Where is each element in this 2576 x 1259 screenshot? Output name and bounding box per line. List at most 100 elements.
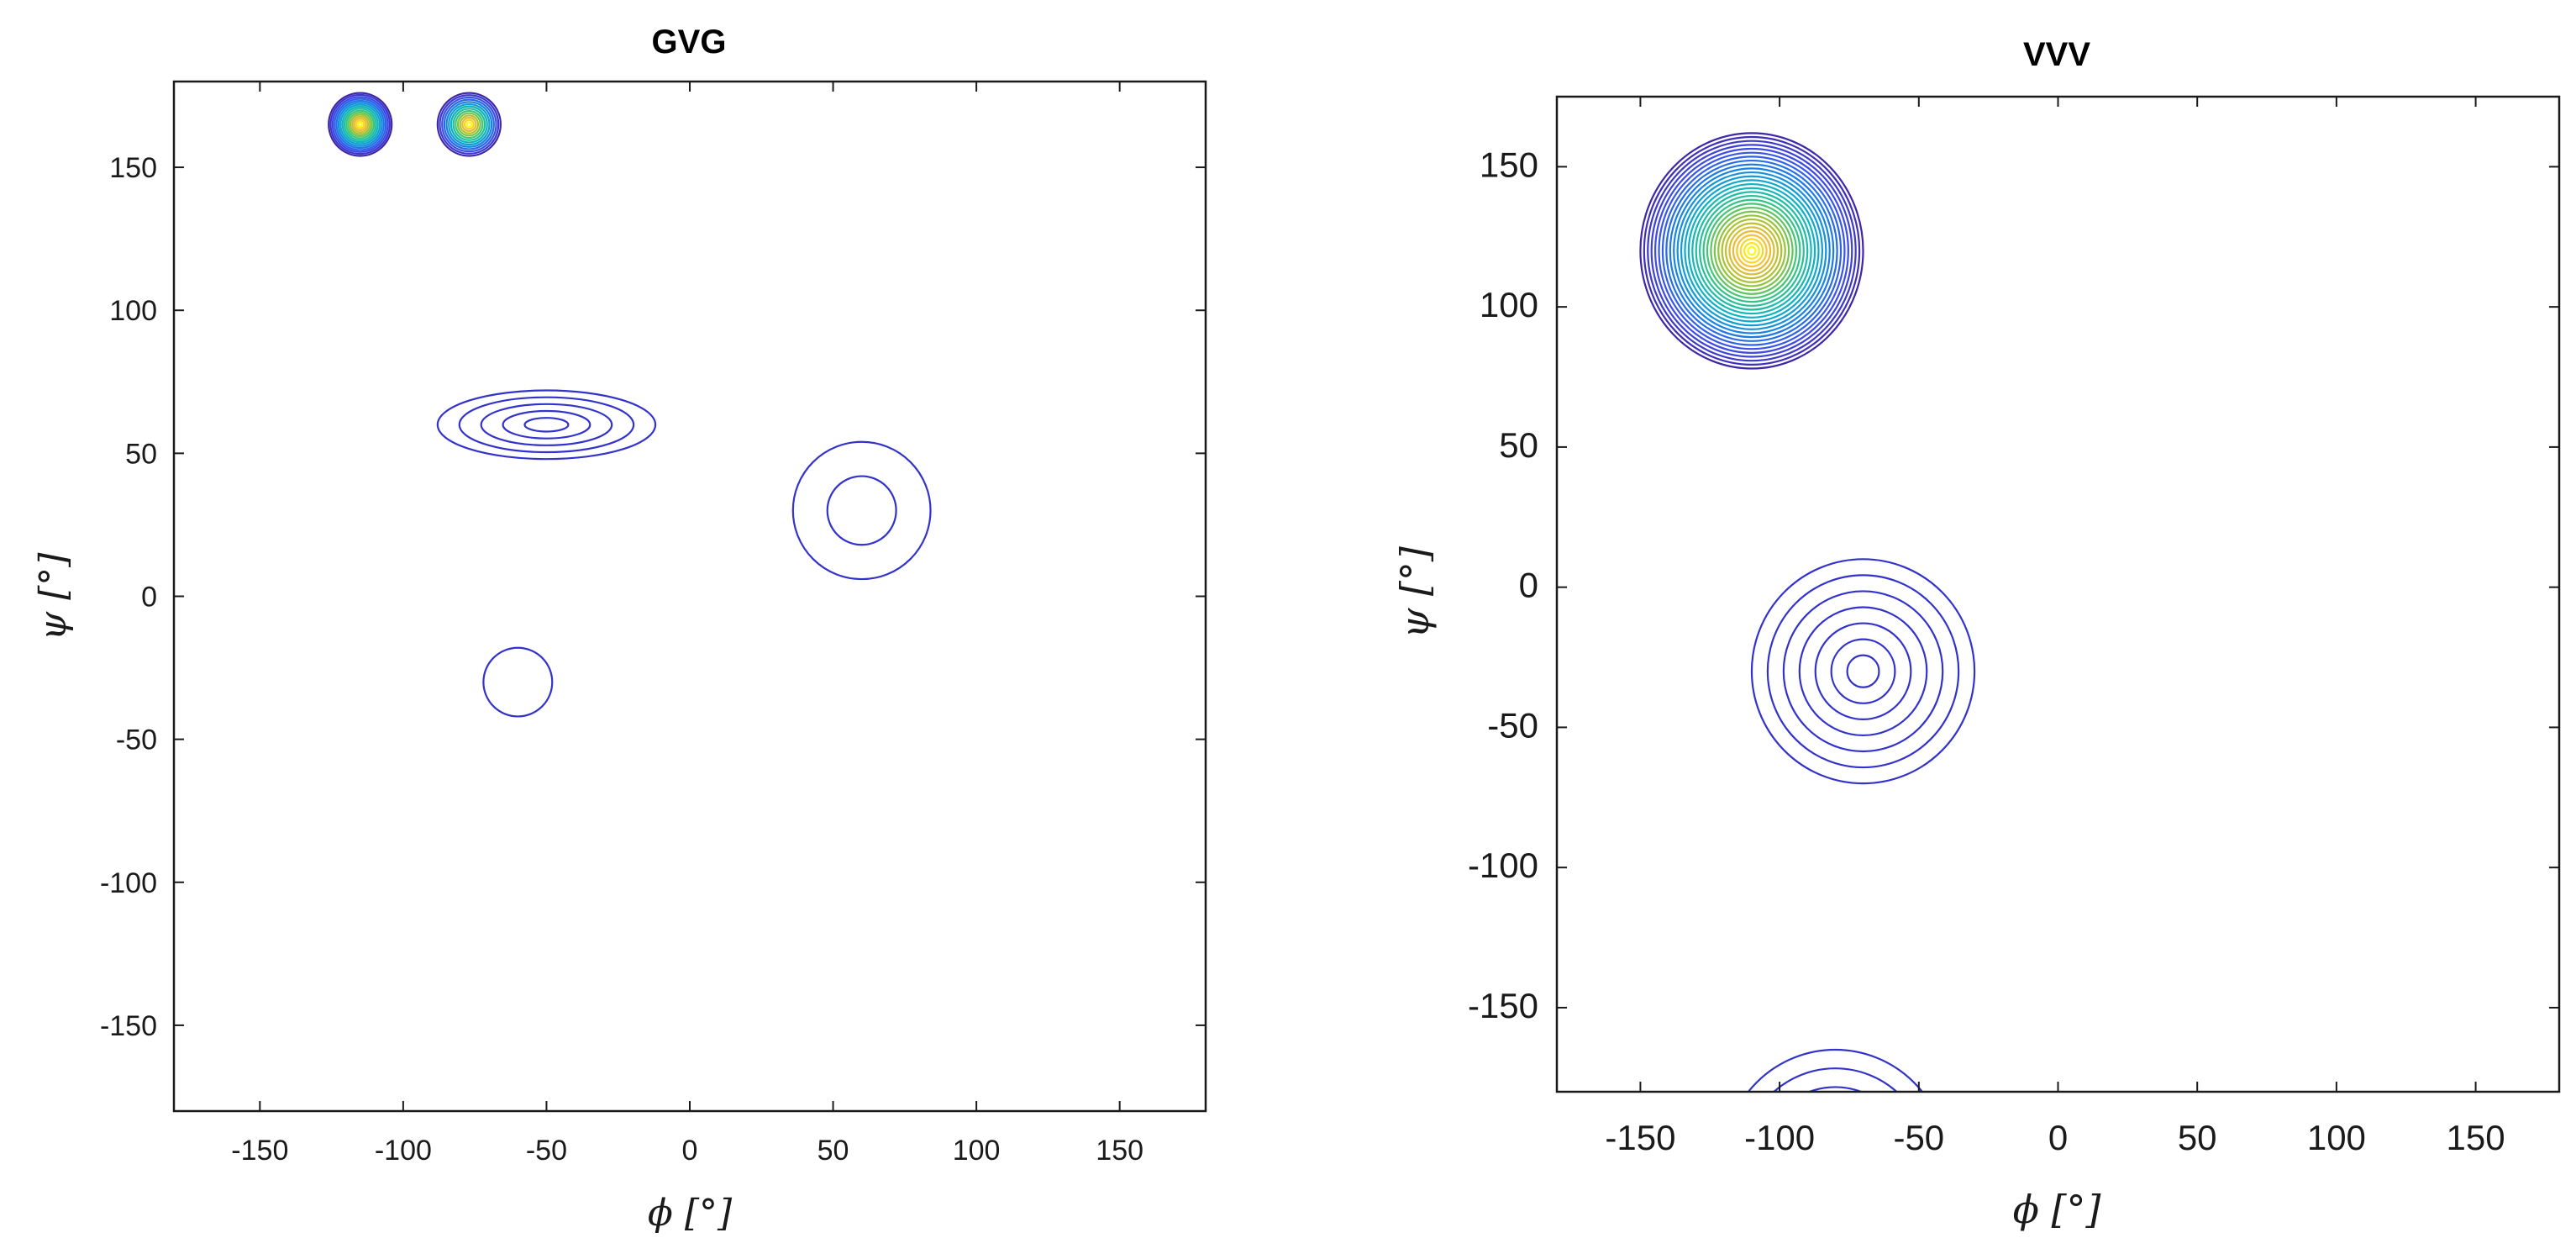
contour-line	[355, 119, 365, 129]
contour-line	[1691, 187, 1812, 315]
contour-line	[334, 97, 387, 151]
contour-line	[456, 112, 481, 137]
contour-line	[1766, 574, 1960, 769]
x-tick-label: 100	[2307, 1118, 2366, 1157]
contour-line	[339, 103, 381, 145]
x-axis-label: ϕ [°]	[2013, 1187, 2101, 1232]
x-tick-label: 150	[1096, 1135, 1143, 1167]
contour-line	[356, 1150, 364, 1157]
contour-line	[482, 646, 554, 718]
contour-peak	[328, 92, 393, 157]
y-tick-label: -100	[1468, 845, 1538, 885]
chart-title: GVG	[652, 24, 727, 61]
contour-line	[1665, 159, 1838, 342]
contour-line	[329, 93, 391, 155]
contour-line	[1695, 191, 1809, 311]
contour-line	[458, 396, 635, 454]
contour-line	[1806, 1086, 1864, 1092]
y-tick-label: -50	[116, 724, 157, 756]
contour-line	[341, 105, 379, 144]
contour-line	[523, 417, 570, 433]
y-axis-label: ψ [°]	[1392, 546, 1438, 639]
contour-line	[1676, 171, 1827, 330]
contour-line	[1706, 203, 1798, 299]
contour-line	[1814, 622, 1912, 720]
y-axis-label: ψ [°]	[32, 552, 75, 641]
contour-line	[462, 1147, 476, 1161]
y-tick-label: 150	[109, 152, 157, 184]
contour-line	[467, 1151, 471, 1156]
contour-line	[1743, 241, 1760, 260]
y-tick-label: 50	[125, 438, 157, 470]
x-tick-labels: -150 -100 -50 0 50 100 150	[1605, 1118, 2505, 1157]
contour-line	[343, 1136, 378, 1172]
contour-line	[1643, 135, 1861, 366]
chart-title: VVV	[2023, 36, 2090, 73]
x-ticks	[1639, 97, 2477, 1092]
contour-line	[1687, 182, 1816, 319]
x-tick-label: 150	[2447, 1118, 2505, 1157]
contour-line	[1673, 167, 1831, 335]
x-tick-label: -100	[375, 1135, 432, 1167]
contour-line	[344, 1138, 376, 1169]
x-tick-label: 50	[2178, 1118, 2217, 1157]
x-tick-label: 0	[682, 1135, 698, 1167]
contour-line	[1650, 144, 1853, 358]
contour-line	[480, 403, 613, 446]
vvv-chart: VVV -150 -100 -50 0 50 100 150 -150 -100…	[1392, 36, 2561, 1232]
contour-line	[454, 1138, 486, 1169]
contour-line	[1669, 163, 1835, 339]
contour-line	[349, 113, 371, 135]
contour-line	[351, 115, 370, 134]
contour-line	[1750, 558, 1976, 785]
contour-peak	[436, 92, 502, 157]
contour-line	[331, 96, 389, 153]
x-tick-label: 50	[817, 1135, 849, 1167]
x-tick-label: -50	[1893, 1118, 1944, 1157]
contour-line	[1702, 198, 1801, 303]
contour-line	[1717, 214, 1786, 287]
contour-line	[357, 121, 364, 128]
y-tick-label: -100	[100, 867, 157, 899]
contour-line	[465, 1150, 474, 1159]
contour-line	[350, 1144, 370, 1163]
contour-line	[438, 1123, 501, 1186]
contour-line	[449, 105, 488, 144]
contour-peak	[1639, 132, 1864, 370]
x-tick-label: 0	[2048, 1118, 2068, 1157]
contour-line	[455, 1140, 482, 1167]
contour-line	[1653, 147, 1849, 354]
contour-peak	[1747, 1048, 1924, 1092]
x-ticks	[259, 82, 1121, 1111]
x-tick-label: 100	[953, 1135, 1001, 1167]
contour-line	[436, 92, 502, 157]
contour-line	[502, 409, 591, 440]
contour-line	[463, 119, 475, 130]
contour-layer	[1639, 132, 1976, 1092]
contour-line	[440, 1125, 499, 1183]
contour-line	[1680, 175, 1824, 327]
y-ticks	[1557, 166, 2559, 1009]
contour-line	[1639, 132, 1864, 370]
contour-line	[343, 108, 377, 141]
contour-line	[1747, 1048, 1924, 1092]
contour-peak	[1750, 558, 1976, 785]
contour-line	[358, 1152, 362, 1156]
contour-line	[459, 114, 480, 134]
contour-line	[1846, 654, 1880, 688]
contour-line	[1830, 638, 1896, 704]
contour-line	[449, 1134, 489, 1174]
contour-line	[455, 109, 484, 140]
contour-line	[1772, 1067, 1899, 1092]
contour-line	[345, 109, 376, 140]
contour-line	[1739, 238, 1764, 264]
y-tick-label: 150	[1480, 145, 1538, 184]
contour-line	[1713, 210, 1790, 292]
contour-line	[1721, 218, 1783, 283]
y-ticks	[174, 166, 1206, 1026]
contour-line	[444, 1130, 494, 1179]
contour-line	[346, 1140, 374, 1168]
y-tick-label: -150	[100, 1010, 157, 1042]
contour-line	[349, 1142, 372, 1166]
